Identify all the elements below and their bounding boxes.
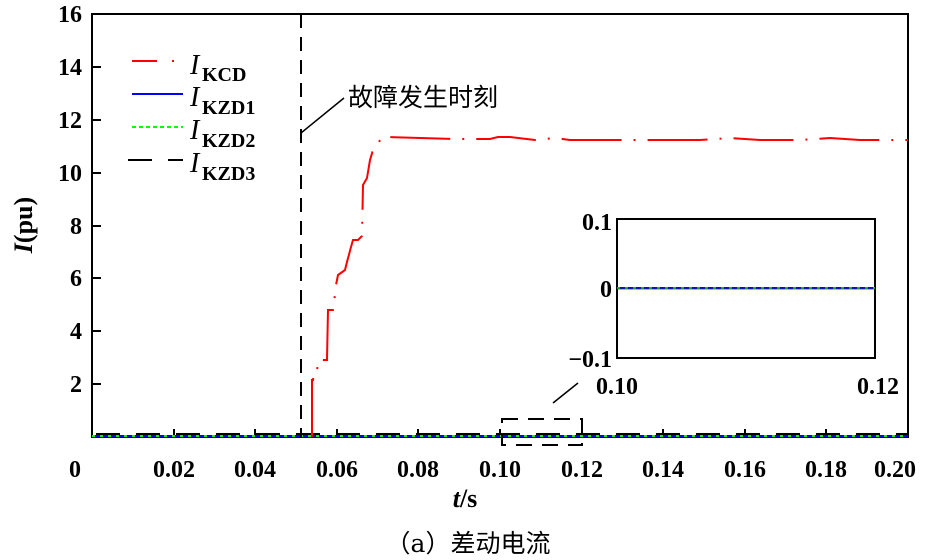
y-ticks <box>92 66 101 385</box>
svg-text:KZD1: KZD1 <box>202 97 255 119</box>
svg-text:0.14: 0.14 <box>642 457 684 483</box>
svg-text:10: 10 <box>58 161 82 187</box>
baseline-series <box>92 433 908 437</box>
svg-text:0.04: 0.04 <box>234 457 276 483</box>
svg-text:2: 2 <box>70 372 82 398</box>
svg-text:−0.1: −0.1 <box>568 347 612 373</box>
svg-text:0: 0 <box>69 457 81 483</box>
svg-text:0.12: 0.12 <box>857 374 899 400</box>
figure-caption: （a）差动电流 <box>386 529 551 558</box>
svg-text:KCD: KCD <box>202 64 246 86</box>
y-tick-labels: 2 4 6 8 10 12 14 16 <box>58 2 82 398</box>
svg-text:0.10: 0.10 <box>596 374 638 400</box>
legend-item-ikzd3: I KZD3 <box>128 148 255 185</box>
zoom-region-marker <box>501 418 583 446</box>
svg-text:0.1: 0.1 <box>582 210 612 236</box>
annotation-leader-line <box>300 97 345 134</box>
svg-text:6: 6 <box>70 266 82 292</box>
svg-text:16: 16 <box>58 2 82 28</box>
svg-text:0: 0 <box>600 277 612 303</box>
series-ikcd-line <box>311 136 908 437</box>
svg-text:8: 8 <box>70 214 82 240</box>
y-axis-label: I(pu) <box>9 197 38 254</box>
svg-text:I: I <box>189 115 201 146</box>
svg-text:KZD3: KZD3 <box>202 163 255 185</box>
x-tick-labels: 0 0.02 0.04 0.06 0.08 0.10 0.12 0.14 0.1… <box>69 457 916 483</box>
svg-text:14: 14 <box>58 55 82 81</box>
svg-text:I: I <box>189 148 201 179</box>
legend-item-ikzd2: I KZD2 <box>132 115 255 152</box>
svg-text:I: I <box>189 50 201 81</box>
svg-text:0.06: 0.06 <box>316 457 358 483</box>
svg-text:12: 12 <box>58 108 82 134</box>
fault-time-annotation: 故障发生时刻 <box>348 83 498 112</box>
svg-text:KZD2: KZD2 <box>202 130 255 152</box>
inset-plot: 0.1 0 −0.1 0.10 0.12 <box>568 210 899 400</box>
zoom-leader-line <box>552 382 579 404</box>
svg-text:0.02: 0.02 <box>153 457 195 483</box>
svg-text:I: I <box>189 82 201 113</box>
legend: I KCD I KZD1 I KZD2 I KZD3 <box>128 50 255 185</box>
svg-text:0.20: 0.20 <box>874 457 916 483</box>
svg-text:0.10: 0.10 <box>479 457 521 483</box>
svg-text:0.12: 0.12 <box>561 457 603 483</box>
svg-text:0.08: 0.08 <box>397 457 439 483</box>
svg-text:0.18: 0.18 <box>805 457 847 483</box>
legend-item-ikcd: I KCD <box>132 50 246 86</box>
x-axis-label: t/s <box>453 484 478 513</box>
svg-text:4: 4 <box>70 319 82 345</box>
legend-item-ikzd1: I KZD1 <box>132 82 255 119</box>
svg-text:0.16: 0.16 <box>724 457 766 483</box>
